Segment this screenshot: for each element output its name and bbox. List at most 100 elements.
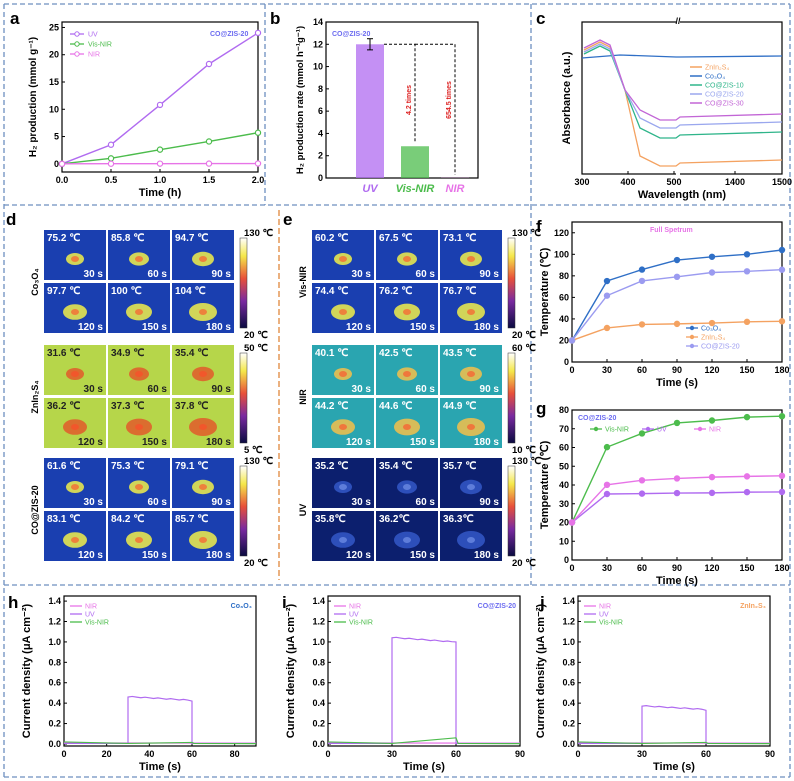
data-point — [778, 246, 786, 254]
y-tick-label: 10 — [49, 104, 59, 114]
y-tick-label: 12 — [313, 39, 323, 49]
hot-core — [135, 424, 143, 430]
y-tick-label: 0.2 — [562, 719, 575, 729]
panel-letter-c: c — [536, 9, 545, 28]
annotation: CO@ZIS-20 — [578, 415, 616, 422]
x-tick-label: 30 — [387, 749, 397, 759]
temperature-label: 84.2 ℃ — [111, 514, 144, 525]
x-axis-title: Wavelength (nm) — [638, 189, 727, 201]
x-axis-title: Time (s) — [653, 761, 695, 773]
hot-core — [71, 424, 79, 430]
y-tick-label: 0.4 — [48, 698, 61, 708]
hot-core — [403, 256, 411, 262]
y-tick-label: 0 — [318, 173, 323, 183]
legend-entry: Vis-NIR — [599, 620, 623, 627]
panel-letter-j: j — [539, 593, 545, 612]
legend-marker — [74, 51, 80, 57]
data-point — [638, 266, 646, 273]
temperature-label: 36.2℃ — [379, 514, 410, 525]
y-tick-label: 30 — [559, 499, 569, 509]
legend-entry: NIR — [85, 604, 97, 611]
x-tick-label: 1.0 — [154, 175, 167, 185]
hot-core — [339, 484, 347, 490]
color-scale-bar — [239, 352, 248, 444]
legend-entry: Vis-NIR — [349, 620, 373, 627]
time-label: 30 s — [84, 384, 104, 395]
hot-core — [403, 537, 411, 543]
x-tick-label: 1500 — [772, 177, 792, 187]
time-label: 60 s — [148, 497, 168, 508]
y-tick-label: 0.2 — [312, 719, 325, 729]
time-label: 30 s — [84, 497, 104, 508]
time-label: 150 s — [410, 550, 435, 561]
y-axis-title: H₂ production rate (mmol h⁻¹g⁻¹) — [295, 26, 306, 174]
data-point — [156, 101, 164, 109]
x-tick-label: 60 — [637, 563, 647, 573]
x-tick-label: 120 — [704, 563, 719, 573]
uv-curve — [578, 705, 770, 745]
x-tick-label: 60 — [637, 365, 647, 375]
x-tick-label: 300 — [574, 177, 589, 187]
hot-core — [467, 309, 475, 315]
y-tick-label: 0.6 — [48, 678, 61, 688]
legend-entry: CO@ZIS-20 — [705, 92, 744, 99]
y-axis-title: Current density (μA cm⁻²) — [535, 603, 547, 738]
data-point — [743, 488, 751, 496]
time-label: 150 s — [410, 322, 435, 333]
x-tick-label: 30 — [602, 563, 612, 573]
data-point — [638, 321, 646, 328]
time-label: 90 s — [480, 269, 500, 280]
y-tick-label: 40 — [559, 480, 569, 490]
data-point — [708, 489, 716, 497]
time-label: 120 s — [78, 322, 103, 333]
hot-core — [71, 309, 79, 315]
y-tick-label: 0.0 — [48, 739, 61, 749]
x-tick-label: 60 — [187, 749, 197, 759]
time-label: 60 s — [148, 269, 168, 280]
data-point — [743, 318, 751, 326]
time-label: 180 s — [206, 437, 231, 448]
time-label: 150 s — [142, 550, 167, 561]
y-tick-label: 0 — [564, 555, 569, 565]
legend-marker — [689, 325, 695, 331]
x-tick-label: 2.0 — [252, 175, 265, 185]
y-tick-label: 0.4 — [562, 698, 575, 708]
time-label: 150 s — [142, 437, 167, 448]
legend-entry: NIR — [709, 427, 721, 434]
legend-entry: ZnIn₂S₄ — [701, 335, 725, 342]
data-point — [673, 475, 681, 482]
time-label: 120 s — [78, 437, 103, 448]
y-tick-label: 6 — [318, 106, 323, 116]
temperature-label: 40.1 ℃ — [315, 348, 348, 359]
break-mark: // — [675, 16, 681, 26]
legend-marker — [74, 31, 80, 37]
y-tick-label: 0.8 — [48, 657, 61, 667]
x-tick-label: 90 — [515, 749, 525, 759]
data-point — [743, 251, 751, 258]
legend-marker — [697, 426, 703, 432]
temperature-label: 35.8℃ — [315, 514, 346, 525]
series-line — [571, 475, 783, 523]
time-label: 120 s — [346, 437, 371, 448]
time-label: 180 s — [206, 550, 231, 561]
row-label: UV — [298, 504, 308, 517]
time-label: 120 s — [78, 550, 103, 561]
scale-min-label: 10 ℃ — [512, 445, 536, 456]
hot-core — [467, 256, 475, 262]
y-tick-label: 14 — [313, 17, 323, 27]
data-point — [568, 519, 576, 526]
data-point — [603, 490, 611, 498]
temperature-label: 43.5 ℃ — [443, 348, 476, 359]
color-scale-bar — [239, 237, 248, 329]
x-tick-label: 1400 — [725, 177, 745, 187]
row-label: CO@ZIS-20 — [30, 485, 40, 534]
data-point — [254, 129, 262, 136]
temperature-label: 37.8 ℃ — [175, 401, 208, 412]
data-point — [673, 419, 681, 427]
hot-core — [71, 537, 79, 543]
annotation: Co₃O₄ — [231, 603, 252, 610]
y-tick-label: 0.8 — [312, 657, 325, 667]
y-tick-label: 0.0 — [312, 739, 325, 749]
panel-letter-h: h — [8, 593, 18, 612]
x-tick-label: 400 — [620, 177, 635, 187]
